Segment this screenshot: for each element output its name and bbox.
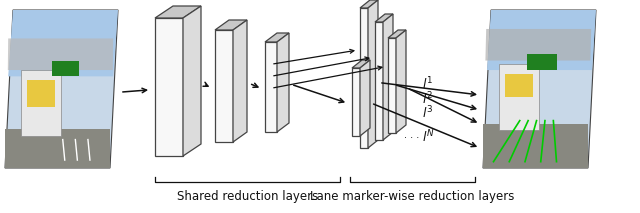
Polygon shape bbox=[485, 29, 591, 60]
Text: $l^2$: $l^2$ bbox=[422, 90, 433, 107]
Bar bbox=[527, 54, 557, 70]
Polygon shape bbox=[383, 14, 393, 140]
Polygon shape bbox=[265, 42, 277, 132]
Polygon shape bbox=[183, 6, 201, 156]
Polygon shape bbox=[375, 14, 393, 22]
Text: Shared reduction layers: Shared reduction layers bbox=[177, 190, 318, 203]
Polygon shape bbox=[352, 60, 370, 68]
Text: Lane marker-wise reduction layers: Lane marker-wise reduction layers bbox=[310, 190, 515, 203]
Polygon shape bbox=[483, 10, 596, 168]
Text: $l^3$: $l^3$ bbox=[422, 104, 433, 121]
Text: $l^1$: $l^1$ bbox=[422, 75, 433, 92]
Polygon shape bbox=[375, 22, 383, 140]
Polygon shape bbox=[277, 33, 289, 132]
Polygon shape bbox=[368, 0, 378, 148]
Polygon shape bbox=[155, 6, 201, 18]
Polygon shape bbox=[215, 20, 247, 30]
Polygon shape bbox=[5, 128, 110, 168]
Polygon shape bbox=[388, 38, 396, 133]
Polygon shape bbox=[8, 10, 118, 76]
Polygon shape bbox=[265, 33, 289, 42]
Polygon shape bbox=[5, 10, 118, 168]
Bar bbox=[20, 70, 61, 136]
Bar bbox=[52, 60, 79, 76]
Bar bbox=[27, 80, 54, 106]
Polygon shape bbox=[352, 68, 360, 136]
Polygon shape bbox=[233, 20, 247, 142]
Bar bbox=[505, 74, 532, 97]
Bar bbox=[499, 64, 539, 130]
Polygon shape bbox=[360, 8, 368, 148]
Polygon shape bbox=[396, 30, 406, 133]
Polygon shape bbox=[8, 38, 113, 70]
Polygon shape bbox=[360, 60, 370, 136]
Text: $l^N$: $l^N$ bbox=[422, 128, 435, 145]
Polygon shape bbox=[487, 10, 596, 70]
Text: · · ·: · · · bbox=[404, 133, 420, 143]
Polygon shape bbox=[155, 18, 183, 156]
Polygon shape bbox=[388, 30, 406, 38]
Polygon shape bbox=[360, 0, 378, 8]
Polygon shape bbox=[215, 30, 233, 142]
Polygon shape bbox=[483, 124, 588, 168]
